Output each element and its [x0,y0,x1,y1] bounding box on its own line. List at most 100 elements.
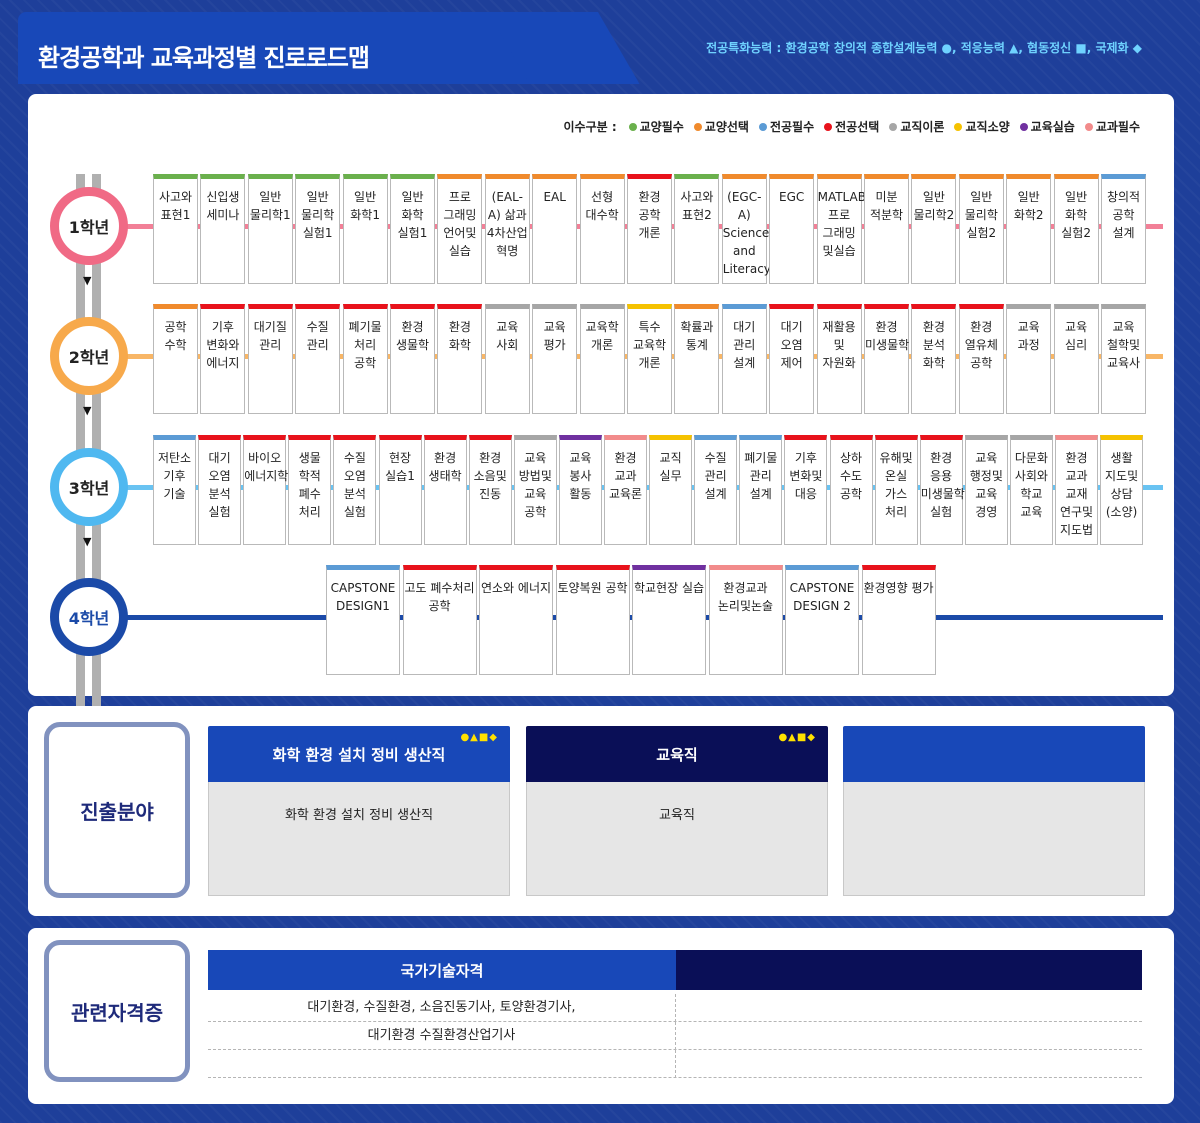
course-box: 특수 교육학 개론 [627,304,672,414]
cert-header: 국가기술자격 [208,950,676,990]
course-box: 프로 그래밍 언어및 실습 [437,174,483,284]
course-box: CAPSTONE DESIGN 2 [785,565,859,675]
legend-dot-icon [954,122,963,131]
cert-header-blank [676,950,1142,990]
course-box: 환경 화학 [437,304,483,414]
course-box: 환경 열유체 공학 [958,304,1004,414]
legend-item: 전공선택 [824,118,879,135]
legend-label: 교육실습 [1030,120,1075,134]
course-box: 일반 물리학 실험1 [295,174,341,284]
course-box: 신입생 세미나 [200,174,246,284]
course-box: 생물 학적 폐수 처리 [288,435,332,545]
course-box: 교육 행정및 교육 경영 [964,435,1008,545]
cert-cell: 대기환경 수질환경산업기사 [208,1022,676,1050]
course-box: 교육 철학및 교육사 [1101,304,1146,414]
career-label: 진출분야 [44,722,190,898]
cert-row [208,1050,1142,1078]
course-box: 교육 봉사 활동 [558,435,602,545]
course-box: 교육 방법및 교육 공학 [513,435,557,545]
course-type-legend-label: 이수구분 : [563,120,617,134]
course-box: 교육학 개론 [579,304,625,414]
cert-panel: 관련자격증 국가기술자격 대기환경, 수질환경, 소음진동기사, 토양환경기사,… [28,928,1174,1104]
course-box: 재활용 및 자원화 [816,304,862,414]
course-box: 일반 물리학2 [911,174,957,284]
job-card: 화학 환경 설치 정비 생산직 ●▲■◆ 화학 환경 설치 정비 생산직 [208,726,510,896]
legend-label: 교직이론 [900,120,945,134]
course-box: 토양복원 공학 [555,565,630,675]
legend-dot-icon [628,122,637,131]
job-title [843,726,1145,782]
course-box: 교육 심리 [1053,304,1099,414]
course-box: 다문화 사회와 학교 교육 [1009,435,1053,545]
roadmap-panel: 이수구분 : 교양필수 교양선택 전공필수 전공선택 교직이론 교직소양 교육실습 교과필수 … [28,94,1174,754]
course-box: 환경 생물학 [390,304,435,414]
course-box: 기후 변화및 대응 [784,435,828,545]
course-box: 일반 화학2 [1006,174,1052,284]
course-box: 환경 소음및 진동 [468,435,512,545]
legend-item: 교과필수 [1084,118,1140,135]
legend-dot-icon [824,122,833,131]
course-box: 현장 실습1 [378,435,422,545]
down-arrow-icon: ▼ [83,274,92,287]
course-box: (EAL-A) 삶과 4차산업 혁명 [484,174,530,284]
job-title: 교육직 ●▲■◆ [526,726,828,782]
legend-dot-icon [1084,122,1093,131]
header-band [18,12,538,84]
course-box: 미분 적분학 [864,174,909,284]
course-box: 일반 화학 실험1 [390,174,435,284]
course-box: 창의적 공학 설계 [1101,174,1146,284]
legend-item: 교양선택 [693,118,749,135]
course-box: 환경 교과 교재 연구및 지도법 [1055,435,1098,545]
cert-label: 관련자격증 [44,940,190,1082]
course-box: 환경 교과 교육론 [604,435,647,545]
down-arrow-icon: ▼ [83,535,92,548]
course-box: 일반 화학 실험2 [1053,174,1099,284]
course-box: 저탄소 기후 기술 [153,435,196,545]
course-box: 환경 생태학 [423,435,467,545]
cert-cell: 대기환경, 수질환경, 소음진동기사, 토양환경기사, [208,994,676,1022]
legend-label: 교양필수 [639,120,684,134]
legend-label: 전공필수 [769,120,815,134]
course-box: 기후 변화와 에너지 [200,304,246,414]
job-title: 화학 환경 설치 정비 생산직 ●▲■◆ [208,726,510,782]
cert-cell [208,1050,676,1078]
course-box: 일반 물리학1 [247,174,293,284]
course-box: 고도 폐수처리 공학 [402,565,477,675]
job-title-text: 교육직 [656,745,698,764]
course-box: 일반 화학1 [342,174,388,284]
course-box: EAL [532,174,578,284]
course-box: 대기 오염 제어 [769,304,815,414]
course-box: 환경교과 논리및논술 [708,565,783,675]
career-panel: 진출분야 화학 환경 설치 정비 생산직 ●▲■◆ 화학 환경 설치 정비 생산직 교… [28,706,1174,916]
course-box: 폐기물 처리 공학 [342,304,388,414]
course-box: 대기 오염 분석 실험 [198,435,242,545]
course-box: 수질 관리 [295,304,341,414]
job-description [843,782,1145,896]
course-box: 대기 관리 설계 [721,304,767,414]
job-card: 교육직 ●▲■◆ 교육직 [526,726,828,896]
course-box: 폐기물 관리 설계 [739,435,783,545]
course-box: 환경 분석 화학 [911,304,957,414]
competency-symbols-icon: ●▲■◆ [460,732,498,743]
course-box: 환경영향 평가 [861,565,936,675]
course-box: 사고와 표현1 [153,174,198,284]
course-box: 공학 수학 [153,304,198,414]
course-box: 수질 오염 분석 실험 [333,435,377,545]
course-box: 생활 지도및 상담 (소양) [1100,435,1144,545]
header: 환경공학과 교육과정별 진로로드맵 전공특화능력 : 환경공학 창의적 종합설계… [18,12,1182,84]
course-box: 대기질 관리 [247,304,293,414]
job-description: 화학 환경 설치 정비 생산직 [208,782,510,896]
page-title: 환경공학과 교육과정별 진로로드맵 [38,44,370,72]
course-box: 유해및 온실 가스 처리 [874,435,918,545]
legend-label: 교양선택 [704,120,749,134]
year-badge: 4학년 [50,578,128,656]
legend-item: 교직소양 [954,118,1010,135]
course-box: 사고와 표현2 [674,174,720,284]
competency-symbols-icon: ●▲■◆ [778,732,816,743]
course-box: CAPSTONE DESIGN1 [326,565,400,675]
job-description: 교육직 [526,782,828,896]
legend-label: 교과필수 [1095,120,1140,134]
course-box: 환경 공학 개론 [627,174,672,284]
job-card [843,726,1145,896]
course-box: 교육 평가 [532,304,578,414]
